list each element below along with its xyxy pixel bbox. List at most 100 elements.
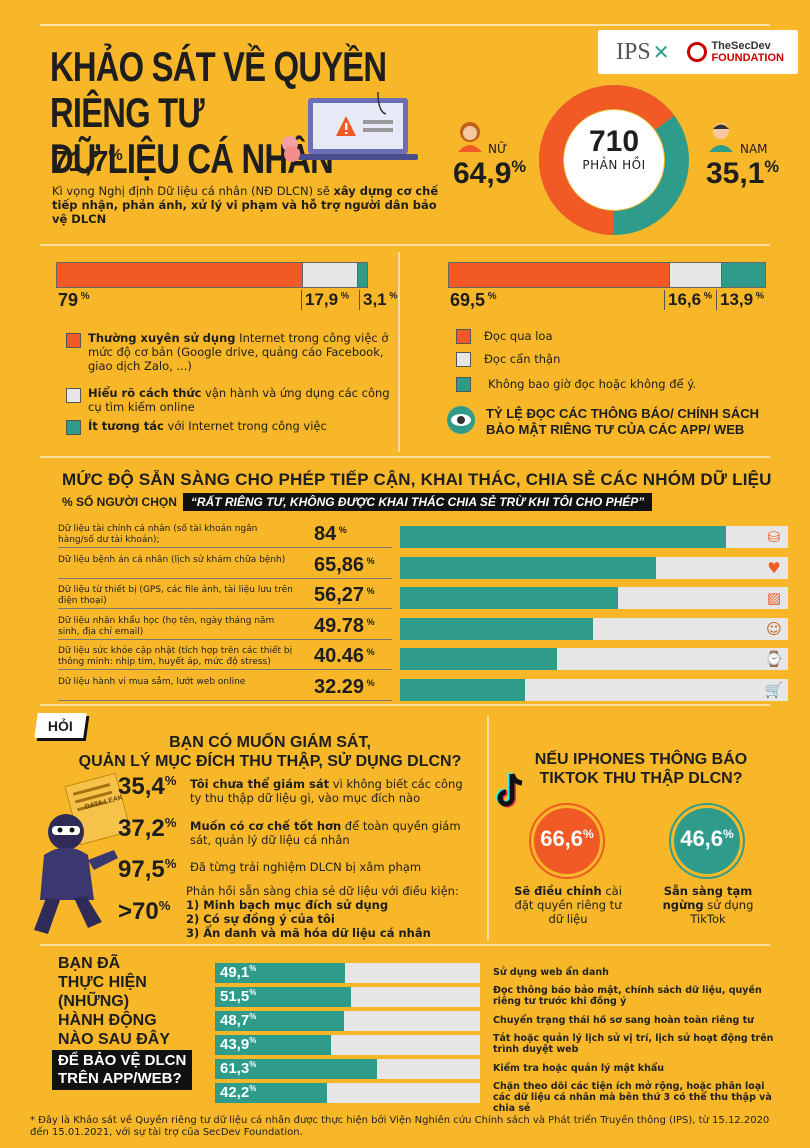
vertical-divider [487, 716, 489, 941]
action-value: 42,2% [220, 1084, 257, 1101]
internet-use-segment-1 [57, 263, 302, 287]
legend-swatch-careful [456, 352, 471, 367]
hacker-illustration: DATA LEAK [34, 772, 132, 934]
privacy-policy-value-label-2: 16,6 % [664, 290, 712, 310]
data-group-bar-fill [400, 526, 726, 548]
data-group-bar [400, 617, 788, 640]
tiktok-adjust-value: 66,6% [540, 826, 594, 851]
respondents-total: 710 PHẢN HỒI [582, 125, 646, 173]
action-bar: 43,9% [215, 1035, 480, 1055]
person-icon: ☺ [766, 619, 782, 638]
action-bar-fill: 43,9% [215, 1035, 332, 1055]
privacy-policy-value-labels: 69,5 % 16,6 % 13,9 % [448, 290, 778, 318]
intro-percentage: 71,7% [52, 146, 123, 178]
shopping-cart-icon: 🛒 [764, 680, 784, 699]
monitoring-text: Đã từng trải nghiệm DLCN bị xâm phạm [190, 860, 422, 874]
data-group-value: 56,27 % [314, 584, 375, 606]
data-group-bar [400, 587, 788, 609]
laptop-warning-illustration [282, 92, 418, 162]
internet-use-segment-3 [357, 263, 367, 287]
heart-icon: ♥ [767, 558, 781, 577]
data-group-bar-fill [400, 617, 594, 640]
monitoring-question: BẠN CÓ MUỐN GIÁM SÁT, QUẢN LÝ MỤC ĐÍCH T… [78, 734, 462, 770]
divider [40, 456, 770, 458]
female-share-arc [539, 85, 689, 235]
male-percentage: 35,1% [706, 157, 780, 190]
data-group-underline [58, 608, 392, 609]
action-label: Sử dụng web ẩn danh [493, 967, 609, 978]
data-group-label: Dữ liệu tài chính cá nhân (số tài khoản … [58, 524, 258, 545]
internet-use-value-label-1: 79 % [58, 290, 90, 310]
action-bar: 42,2% [215, 1083, 480, 1103]
action-bar: 48,7% [215, 1011, 480, 1031]
data-group-value: 40.46 % [314, 645, 375, 667]
data-group-underline [58, 547, 392, 548]
legend-skim: Đọc qua loa [484, 329, 553, 343]
header-bar [40, 24, 770, 26]
data-group-label: Dữ liệu bệnh án cá nhân (lịch sử khám ch… [58, 554, 286, 565]
footnote: * Đây là Khảo sát về Quyền riêng tư dữ l… [30, 1115, 770, 1138]
data-group-value: 49.78 % [314, 614, 375, 637]
share-condition-1: 1) Minh bạch mục đích sử dụng [186, 898, 389, 912]
privacy-policy-value-label-3: 13,9 % [716, 290, 764, 310]
internet-use-value-label-2: 17,9 % [301, 290, 349, 310]
privacy-policy-value-label-1: 69,5 % [450, 290, 497, 310]
secdev-circle-icon [687, 42, 708, 62]
tiktok-pause-ring [669, 803, 745, 879]
action-label: Chuyển trạng thái hồ sơ sang hoàn toàn r… [493, 1015, 754, 1026]
data-group-bar-fill [400, 678, 526, 701]
female-percentage: 64,9% [453, 157, 527, 190]
internet-use-value-label-3: 3,1 % [359, 290, 398, 310]
data-group-label: Dữ liệu từ thiết bị (GPS, các file ảnh, … [58, 585, 293, 606]
internet-use-value-labels: 79 % 17,9 % 3,1 % [56, 290, 398, 318]
action-value: 51,5% [220, 988, 257, 1005]
share-condition-2: 2) Có sự đồng ý của tôi [186, 912, 335, 926]
tiktok-adjust-label: Sẽ điều chỉnh cài đặt quyền riêng tư dữ … [514, 884, 622, 926]
monitoring-text: Muốn có cơ chế tốt hơn để toàn quyền giá… [190, 819, 461, 847]
female-label: NỮ [488, 142, 508, 156]
eye-icon [447, 406, 475, 434]
legend-understand: Hiểu rõ cách thức vận hành và ứng dụng c… [88, 386, 390, 414]
action-label: Kiểm tra hoặc quản lý mật khẩu [493, 1063, 665, 1074]
picture-icon: ▨ [766, 589, 782, 607]
data-group-label: Dữ liệu sức khỏe cập nhật (tích hợp trên… [58, 646, 293, 667]
action-value: 48,7% [220, 1012, 257, 1029]
data-group-underline [58, 577, 392, 579]
data-group-label: Dữ liệu hành vi mua sắm, lướt web online [58, 676, 246, 687]
tiktok-pause-value: 46,6% [680, 826, 734, 851]
data-group-bar-fill [400, 648, 557, 670]
data-group-bar [400, 678, 788, 701]
legend-little: Ít tương tác với Internet trong công việ… [88, 419, 327, 433]
action-bar-fill: 51,5% [215, 987, 352, 1007]
action-bar: 51,5% [215, 987, 480, 1007]
action-label: Đọc thông báo bảo mật, chính sách dữ liệ… [493, 985, 762, 1007]
monitoring-percentage: 37,2% [118, 815, 177, 842]
data-groups-title: MỨC ĐỘ SẴN SÀNG CHO PHÉP TIẾP CẬN, KHAI … [62, 470, 772, 489]
legend-swatch-frequent [66, 333, 81, 348]
action-label: Tắt hoặc quản lý lịch sử vị trí, lịch sử… [493, 1033, 774, 1055]
tiktok-adjust-ring [529, 803, 605, 879]
tiktok-pause-label: Sẵn sàng tạm ngừng sử dụng TikTok [662, 884, 754, 926]
action-bar-fill: 49,1% [215, 963, 346, 983]
action-value: 61,3% [220, 1060, 257, 1077]
intro-text: Kì vọng Nghị định Dữ liệu cá nhân (NĐ DL… [52, 184, 439, 226]
share-conditions: Phản hồi sẵn sàng chia sẻ dữ liệu với đi… [186, 884, 476, 940]
action-bar: 61,3% [215, 1059, 480, 1079]
privacy-policy-caption: TỶ LỆ ĐỌC CÁC THÔNG BÁO/ CHÍNH SÁCH BẢO … [486, 406, 759, 437]
ips-logo: IPS ✕ [616, 38, 670, 65]
data-group-label: Dữ liệu nhân khẩu học (họ tên, ngày thán… [58, 615, 275, 637]
data-group-bar [400, 648, 788, 670]
actions-question: BẠN ĐÃ THỰC HIỆN (NHỮNG) HÀNH ĐỘNG NÀO S… [58, 955, 171, 1048]
smartwatch-icon: ⌚ [764, 650, 784, 668]
ips-cross-icon: ✕ [652, 41, 670, 64]
monitoring-text: Tôi chưa thể giám sát vì không biết các … [190, 777, 463, 805]
data-group-value: 65,86 % [314, 553, 375, 576]
data-group-underline [58, 669, 392, 670]
respondents-donut-chart [539, 85, 689, 235]
legend-swatch-skim [456, 329, 471, 344]
data-group-value: 84 % [314, 523, 347, 545]
internet-use-panel [40, 252, 400, 452]
legend-swatch-understand [66, 388, 81, 403]
actions-highlight: ĐỂ BẢO VỆ DLCN TRÊN APP/WEB? [52, 1050, 193, 1090]
monitoring-percentage: 35,4% [118, 773, 177, 800]
